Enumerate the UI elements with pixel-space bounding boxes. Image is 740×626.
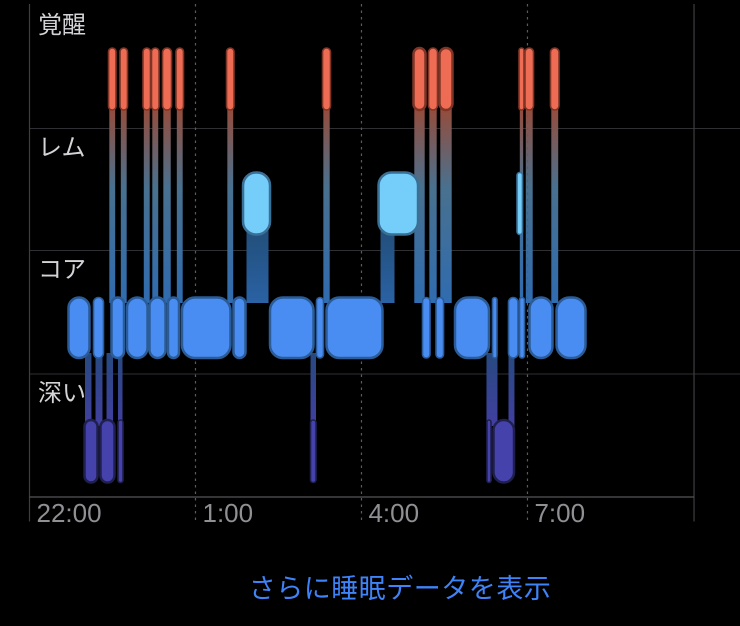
sleep-segment-awake bbox=[438, 46, 454, 112]
time-tick-label: 7:00 bbox=[534, 498, 585, 528]
sleep-segment-deep bbox=[83, 418, 99, 484]
sleep-segment-awake bbox=[161, 47, 173, 111]
sleep-segment-core bbox=[421, 296, 431, 359]
time-tick-label: 4:00 bbox=[368, 498, 419, 528]
show-more-sleep-data-link[interactable]: さらに睡眠データを表示 bbox=[248, 574, 552, 604]
sleep-segment-deep bbox=[117, 419, 124, 484]
sleep-segment-core bbox=[268, 296, 315, 360]
sleep-segment-awake bbox=[549, 47, 560, 111]
sleep-segment-core bbox=[315, 296, 325, 359]
sleep-segment-rem bbox=[377, 171, 420, 236]
sleep-stages-chart[interactable]: 覚醒レムコア深い 22:00 1:00 4:00 7:00 bbox=[0, 0, 740, 540]
sleep-segment-deep bbox=[309, 419, 317, 484]
sleep-segment-core bbox=[180, 296, 232, 360]
sleep-segment-core bbox=[435, 296, 445, 359]
sleep-segment-awake bbox=[175, 47, 185, 111]
sleep-segment-deep bbox=[99, 418, 116, 484]
sleep-segment-core bbox=[148, 296, 167, 360]
sleep-segment-core bbox=[325, 296, 384, 360]
sleep-segment-rem bbox=[241, 171, 272, 236]
sleep-segment-core bbox=[125, 296, 149, 360]
sleep-segment-core bbox=[491, 296, 498, 359]
time-tick-label: 1:00 bbox=[202, 498, 253, 528]
sleep-segment-core bbox=[110, 296, 126, 360]
sleep-segment-awake bbox=[412, 46, 427, 112]
sleep-segment-deep bbox=[486, 419, 492, 484]
sleep-segment-awake bbox=[119, 47, 129, 111]
sleep-segment-awake bbox=[321, 47, 332, 111]
sleep-segment-core bbox=[166, 296, 181, 360]
sleep-segment-awake bbox=[518, 47, 525, 111]
sleep-segment-core bbox=[453, 296, 491, 360]
sleep-segment-awake bbox=[150, 47, 160, 111]
stage-label-awake: 覚醒 bbox=[38, 12, 86, 39]
sleep-segment-awake bbox=[524, 47, 535, 111]
sleep-segment-core bbox=[518, 296, 526, 359]
sleep-segment-awake bbox=[142, 47, 152, 111]
sleep-segment-core bbox=[92, 296, 105, 359]
sleep-segment-rem bbox=[516, 171, 524, 236]
sleep-segment-core bbox=[528, 296, 554, 360]
sleep-segment-deep bbox=[492, 418, 516, 484]
sleep-segment-core bbox=[67, 296, 91, 360]
sleep-segment-core bbox=[555, 296, 587, 360]
stage-label-deep: 深い bbox=[38, 380, 86, 407]
sleep-segment-awake bbox=[225, 47, 235, 111]
sleep-segment-core bbox=[232, 296, 247, 360]
sleep-segment-awake bbox=[107, 47, 117, 111]
sleep-segment-core bbox=[507, 296, 519, 359]
time-tick-label: 22:00 bbox=[37, 498, 102, 528]
stage-label-rem: レム bbox=[38, 134, 86, 161]
sleep-segment-awake bbox=[427, 47, 439, 111]
stage-label-core: コア bbox=[38, 256, 86, 283]
